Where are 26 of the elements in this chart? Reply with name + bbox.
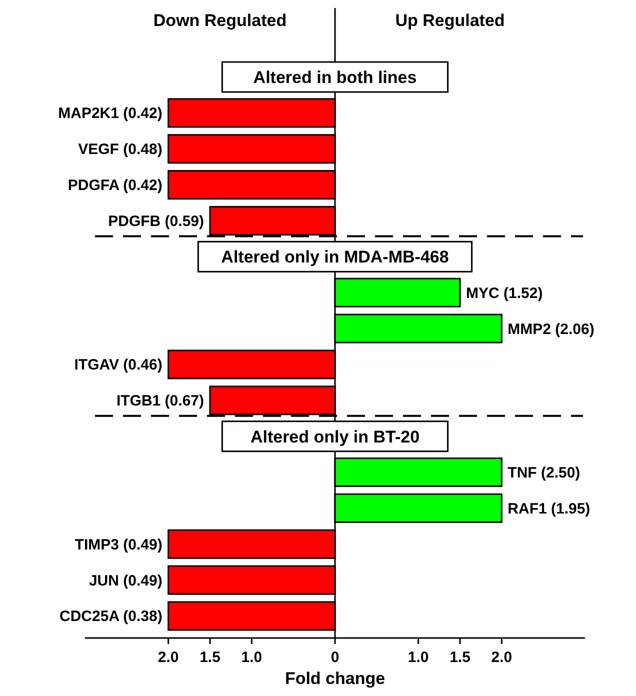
x-tick-label: 1.0 xyxy=(408,649,429,666)
x-tick-label: 0 xyxy=(330,649,340,666)
y-tick-label: RAF1 (1.95) xyxy=(508,500,590,518)
y-tick-label: TIMP3 (0.49) xyxy=(74,536,162,554)
annotation: Altered only in BT-20 xyxy=(250,427,420,446)
x-axis-title: Fold change xyxy=(284,669,386,688)
y-tick-label: CDC25A (0.38) xyxy=(60,608,162,626)
y-tick-label: MYC (1.52) xyxy=(466,284,543,302)
y-tick-label: PDGFB (0.59) xyxy=(108,212,204,230)
y-tick-label: ITGAV (0.46) xyxy=(74,356,162,374)
y-tick-label: TNF (2.50) xyxy=(508,464,580,482)
y-tick-label: ITGB1 (0.67) xyxy=(116,392,204,410)
x-tick-label: 1.5 xyxy=(450,649,470,666)
y-tick-label: MMP2 (2.06) xyxy=(508,320,594,338)
x-tick-label: 2.0 xyxy=(491,649,512,666)
y-tick-label: VEGF (0.48) xyxy=(78,141,162,158)
text: Up Regulated xyxy=(395,11,505,30)
x-tick-label: 2.0 xyxy=(158,649,179,666)
annotation: Altered in both lines xyxy=(253,68,417,87)
y-tick-label: JUN (0.49) xyxy=(88,572,162,590)
y-tick-label: MAP2K1 (0.42) xyxy=(58,105,162,122)
x-tick-label: 1.0 xyxy=(241,649,262,666)
text: Down Regulated xyxy=(153,11,287,30)
annotation: Altered only in MDA-MB-468 xyxy=(221,248,449,267)
x-tick-label: 1.5 xyxy=(200,649,220,666)
y-tick-label: PDGFA (0.42) xyxy=(68,177,162,194)
